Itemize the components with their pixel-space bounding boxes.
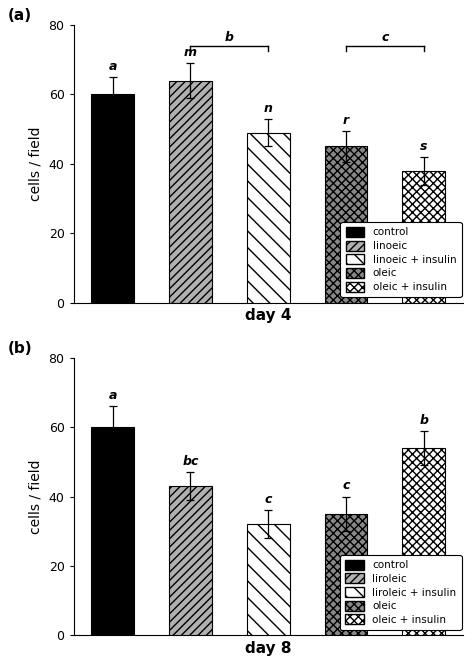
Y-axis label: cells / field: cells / field <box>29 460 43 534</box>
Bar <box>169 486 212 636</box>
Text: c: c <box>342 480 350 492</box>
Text: (b): (b) <box>8 342 32 356</box>
Text: n: n <box>264 101 273 115</box>
Text: (a): (a) <box>8 9 31 23</box>
Bar <box>247 133 290 303</box>
Bar <box>247 524 290 636</box>
Legend: control, lino​eic, lino​eic + insulin, oleic, oleic + insulin: control, lino​eic, lino​eic + insulin, o… <box>340 221 462 297</box>
Bar <box>91 428 134 636</box>
Bar <box>91 95 134 303</box>
Bar <box>325 514 367 636</box>
Text: c: c <box>264 494 272 506</box>
Text: bc: bc <box>182 455 199 468</box>
Bar <box>402 171 445 303</box>
Text: c: c <box>381 31 389 44</box>
Text: a: a <box>109 60 117 73</box>
Text: s: s <box>420 139 428 153</box>
Text: m: m <box>184 46 197 59</box>
Y-axis label: cells / field: cells / field <box>29 127 43 201</box>
Legend: control, liroleic, liroleic + insulin, oleic, oleic + insulin: control, liroleic, liroleic + insulin, o… <box>340 554 462 630</box>
X-axis label: day 8: day 8 <box>245 641 292 656</box>
Text: r: r <box>343 113 349 127</box>
Bar <box>325 147 367 303</box>
Text: b: b <box>419 414 428 427</box>
X-axis label: day 4: day 4 <box>245 308 292 323</box>
Bar <box>169 81 212 303</box>
Text: b: b <box>225 31 234 44</box>
Bar <box>402 448 445 636</box>
Text: a: a <box>109 390 117 402</box>
